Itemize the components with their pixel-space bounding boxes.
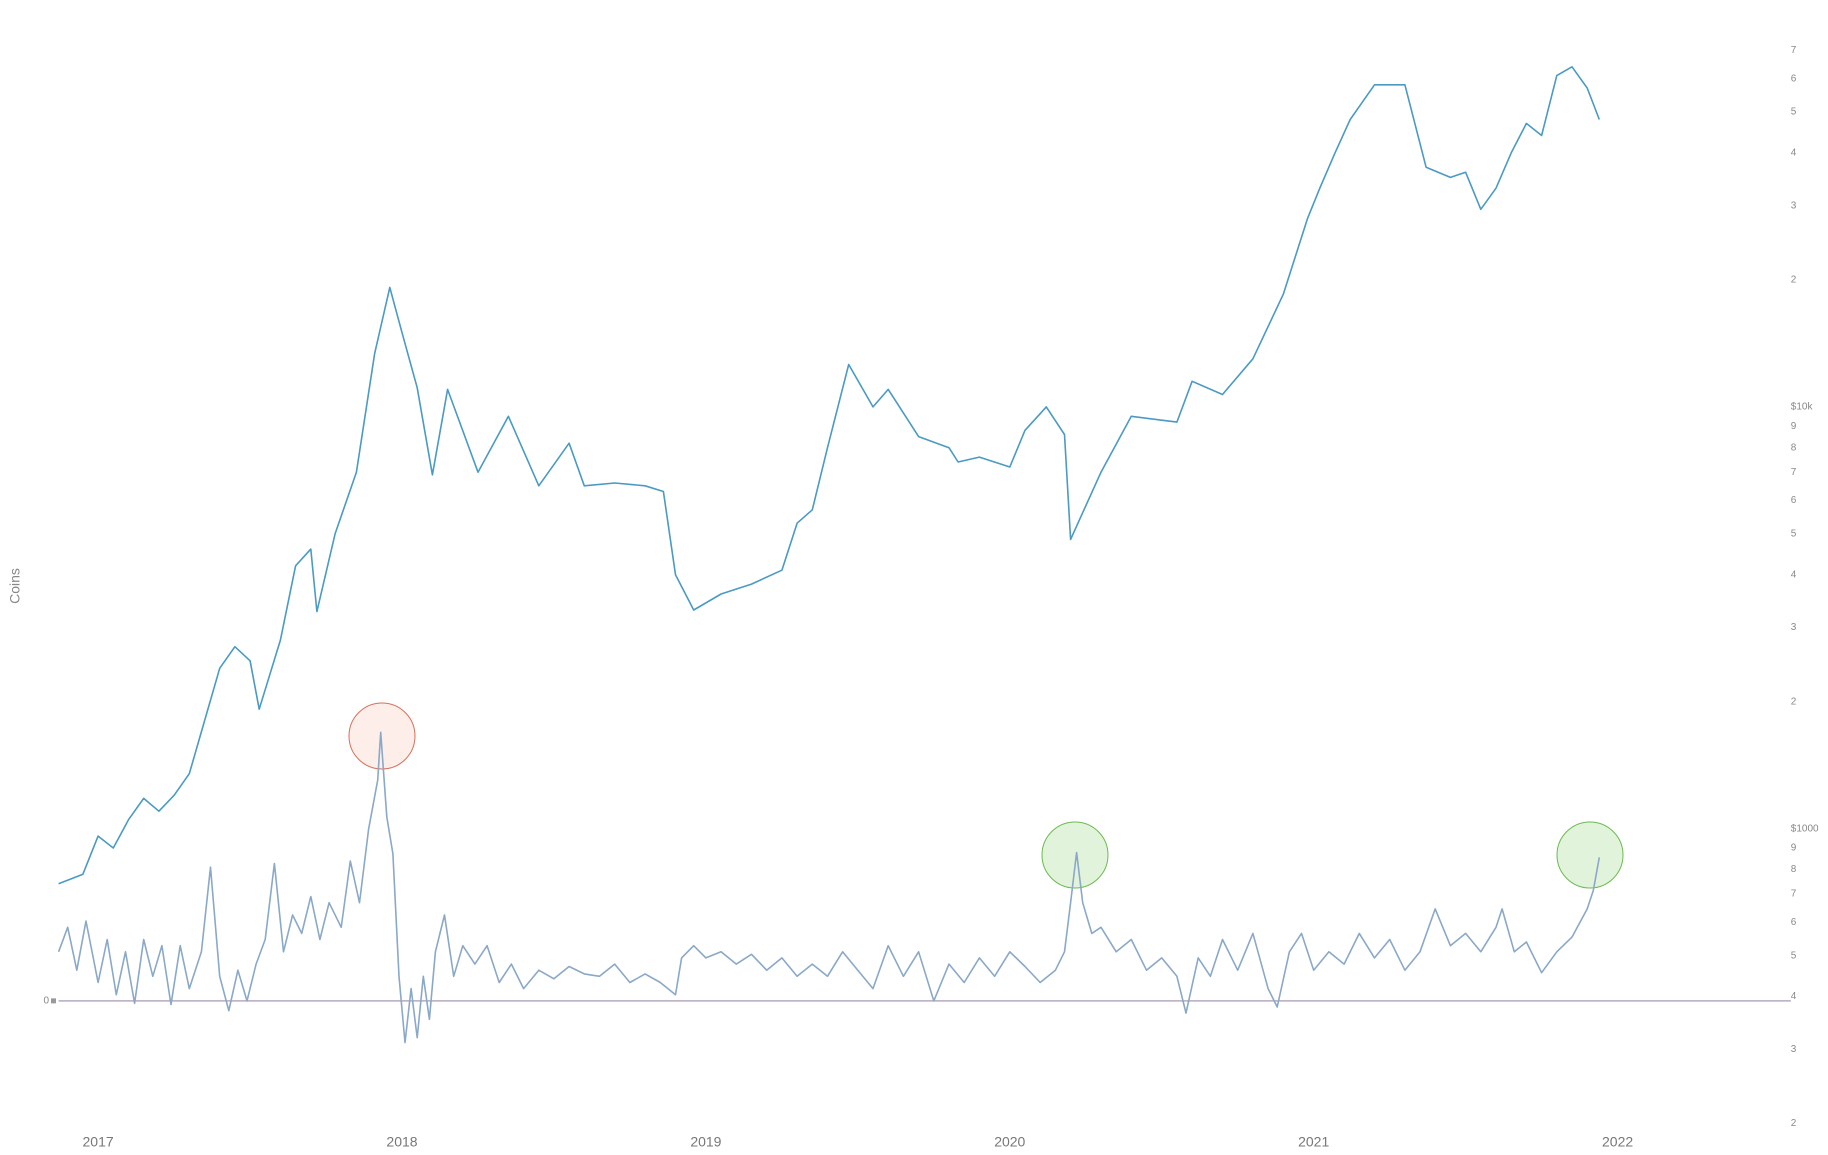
y2-tick-label: $1000: [1791, 823, 1819, 834]
x-tick-label: 2021: [1298, 1134, 1329, 1150]
x-tick-label: 2017: [83, 1134, 114, 1150]
y2-tick-label: 7: [1791, 467, 1797, 478]
y2-tick-label: $10k: [1791, 402, 1814, 413]
y2-tick-label: 3: [1791, 622, 1797, 633]
x-tick-label: 2019: [690, 1134, 721, 1150]
y2-tick-label: 2: [1791, 275, 1797, 286]
y-axis-label: Coins: [7, 568, 23, 604]
series-line: [58, 66, 1601, 885]
y2-tick-label: 3: [1791, 200, 1797, 211]
series-line: [57, 731, 1601, 1044]
y2-tick-label: 5: [1791, 950, 1797, 961]
y2-tick-label: 3: [1791, 1044, 1797, 1055]
y2-tick-label: 4: [1791, 991, 1797, 1002]
highlight-circle: [1041, 821, 1109, 889]
y2-tick-label: 5: [1791, 107, 1797, 118]
y2-tick-label: 4: [1791, 148, 1797, 159]
y2-tick-label: 8: [1791, 442, 1797, 453]
y2-tick-label: 6: [1791, 917, 1797, 928]
tick-marker: [51, 998, 56, 1004]
y2-tick-label: 6: [1791, 73, 1797, 84]
y2-tick-label: 9: [1791, 843, 1797, 854]
x-tick-label: 2022: [1602, 1134, 1633, 1150]
y2-tick-label: 5: [1791, 528, 1797, 539]
y2-tick-label: 7: [1791, 45, 1797, 56]
y2-tick-label: 7: [1791, 889, 1797, 900]
x-tick-label: 2020: [994, 1134, 1025, 1150]
x-tick-label: 2018: [386, 1134, 417, 1150]
y2-tick-label: 2: [1791, 1118, 1797, 1129]
y2-tick-label: 6: [1791, 495, 1797, 506]
highlight-circle: [1556, 821, 1624, 889]
y2-tick-label: 8: [1791, 864, 1797, 875]
y2-tick-label: 9: [1791, 421, 1797, 432]
y-tick-label: 0: [43, 996, 49, 1007]
y2-tick-label: 4: [1791, 569, 1797, 580]
y2-tick-label: 2: [1791, 696, 1797, 707]
highlight-circle: [348, 702, 416, 770]
